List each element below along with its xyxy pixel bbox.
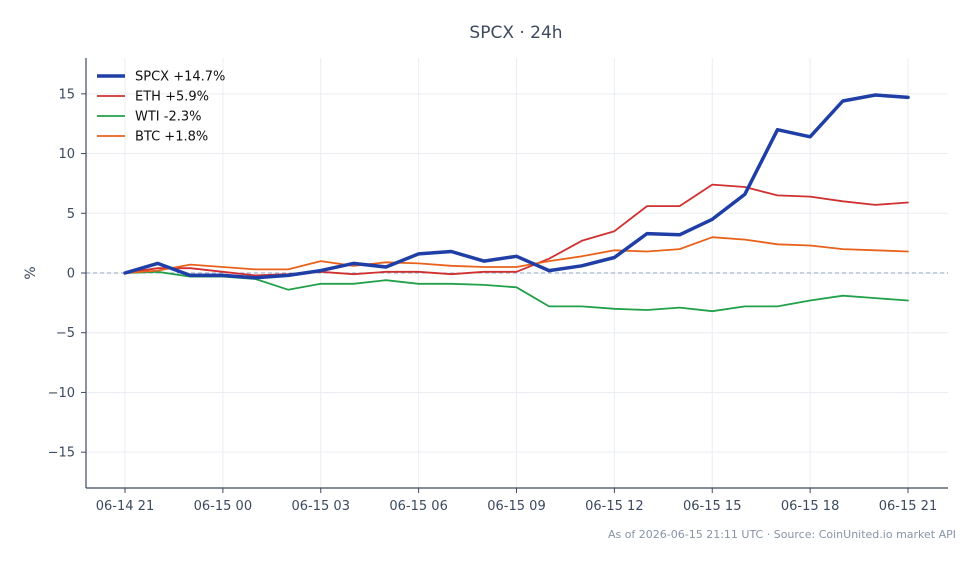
series-lines	[123, 93, 910, 313]
y-tick-label: 5	[67, 207, 75, 222]
x-tick-label: 06-15 21	[879, 499, 937, 514]
legend-label: BTC +1.8%	[135, 130, 208, 145]
x-axis-ticks: 06-14 21 06-15 00 06-15 03 06-15 06 06-15 09…	[96, 488, 937, 514]
x-tick-label: 06-14 21	[96, 499, 154, 514]
chart-title: SPCX · 24h	[469, 23, 562, 43]
legend-label: SPCX +14.7%	[135, 70, 225, 85]
series-line-spcx	[123, 93, 910, 280]
x-tick-label: 06-15 06	[389, 499, 447, 514]
source-footnote: As of 2026-06-15 21:11 UTC · Source: Coi…	[608, 528, 956, 541]
y-tick-label: −15	[48, 446, 75, 461]
legend: SPCX +14.7% ETH +5.9% WTI -2.3% BTC +1.8%	[97, 70, 225, 145]
x-tick-label: 06-15 18	[781, 499, 839, 514]
y-tick-label: 15	[58, 87, 75, 102]
x-tick-label: 06-15 09	[487, 499, 545, 514]
y-tick-label: 10	[58, 147, 75, 162]
y-tick-label: −5	[56, 326, 75, 341]
x-tick-label: 06-15 12	[585, 499, 643, 514]
x-tick-label: 06-15 00	[194, 499, 252, 514]
legend-item-btc: BTC +1.8%	[97, 130, 208, 145]
x-tick-label: 06-15 03	[292, 499, 350, 514]
y-axis-ticks: 15 10 5 0 −5 −10 −15	[48, 87, 86, 461]
legend-item-eth: ETH +5.9%	[97, 90, 209, 105]
y-tick-label: −10	[48, 386, 75, 401]
series-line-eth	[124, 183, 909, 277]
y-tick-label: 0	[67, 267, 75, 282]
legend-label: ETH +5.9%	[135, 90, 209, 105]
legend-item-spcx: SPCX +14.7%	[97, 70, 225, 85]
legend-label: WTI -2.3%	[135, 110, 201, 125]
series-line-btc	[124, 236, 909, 274]
y-axis-label: %	[23, 266, 39, 279]
x-tick-label: 06-15 15	[683, 499, 741, 514]
legend-item-wti: WTI -2.3%	[97, 110, 201, 125]
